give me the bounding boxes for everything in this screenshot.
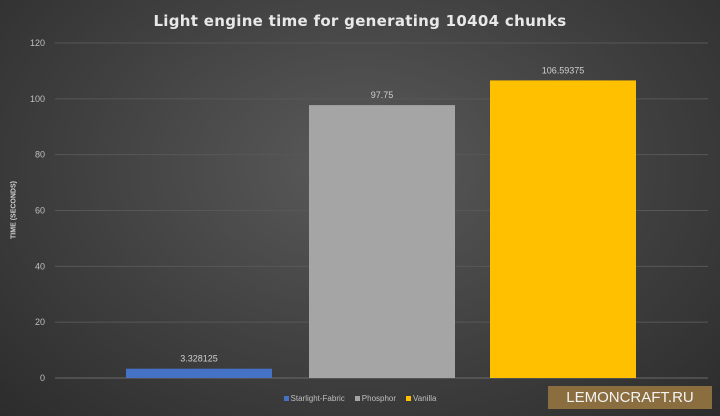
y-tick-label: 0 (40, 373, 45, 383)
bar-starlight-fabric (126, 368, 272, 378)
legend-item: Vanilla (406, 394, 436, 403)
y-tick-label: 100 (30, 94, 45, 104)
chart-title: Light engine time for generating 10404 c… (153, 12, 567, 30)
data-label: 97.75 (371, 90, 394, 100)
legend-label: Phosphor (361, 394, 397, 403)
y-tick-label: 120 (30, 38, 45, 48)
data-label: 3.328125 (180, 354, 218, 364)
legend-swatch (354, 396, 360, 401)
y-tick-label: 40 (35, 261, 45, 271)
bar-vanilla (490, 80, 636, 378)
y-tick-label: 80 (35, 150, 45, 160)
watermark: LEMONCRAFT.RU (548, 386, 712, 409)
legend-label: Starlight-Fabric (290, 394, 345, 403)
legend-label: Vanilla (413, 394, 437, 403)
legend-swatch (406, 396, 412, 401)
legend-swatch (283, 396, 289, 401)
legend-item: Phosphor (354, 394, 397, 403)
y-tick-label: 20 (35, 317, 45, 327)
bar-phosphor (309, 105, 455, 378)
y-tick-label: 60 (35, 206, 45, 216)
legend-item: Starlight-Fabric (283, 394, 345, 403)
data-label: 106.59375 (542, 65, 585, 75)
legend: Starlight-Fabric Phosphor Vanilla (0, 394, 720, 403)
